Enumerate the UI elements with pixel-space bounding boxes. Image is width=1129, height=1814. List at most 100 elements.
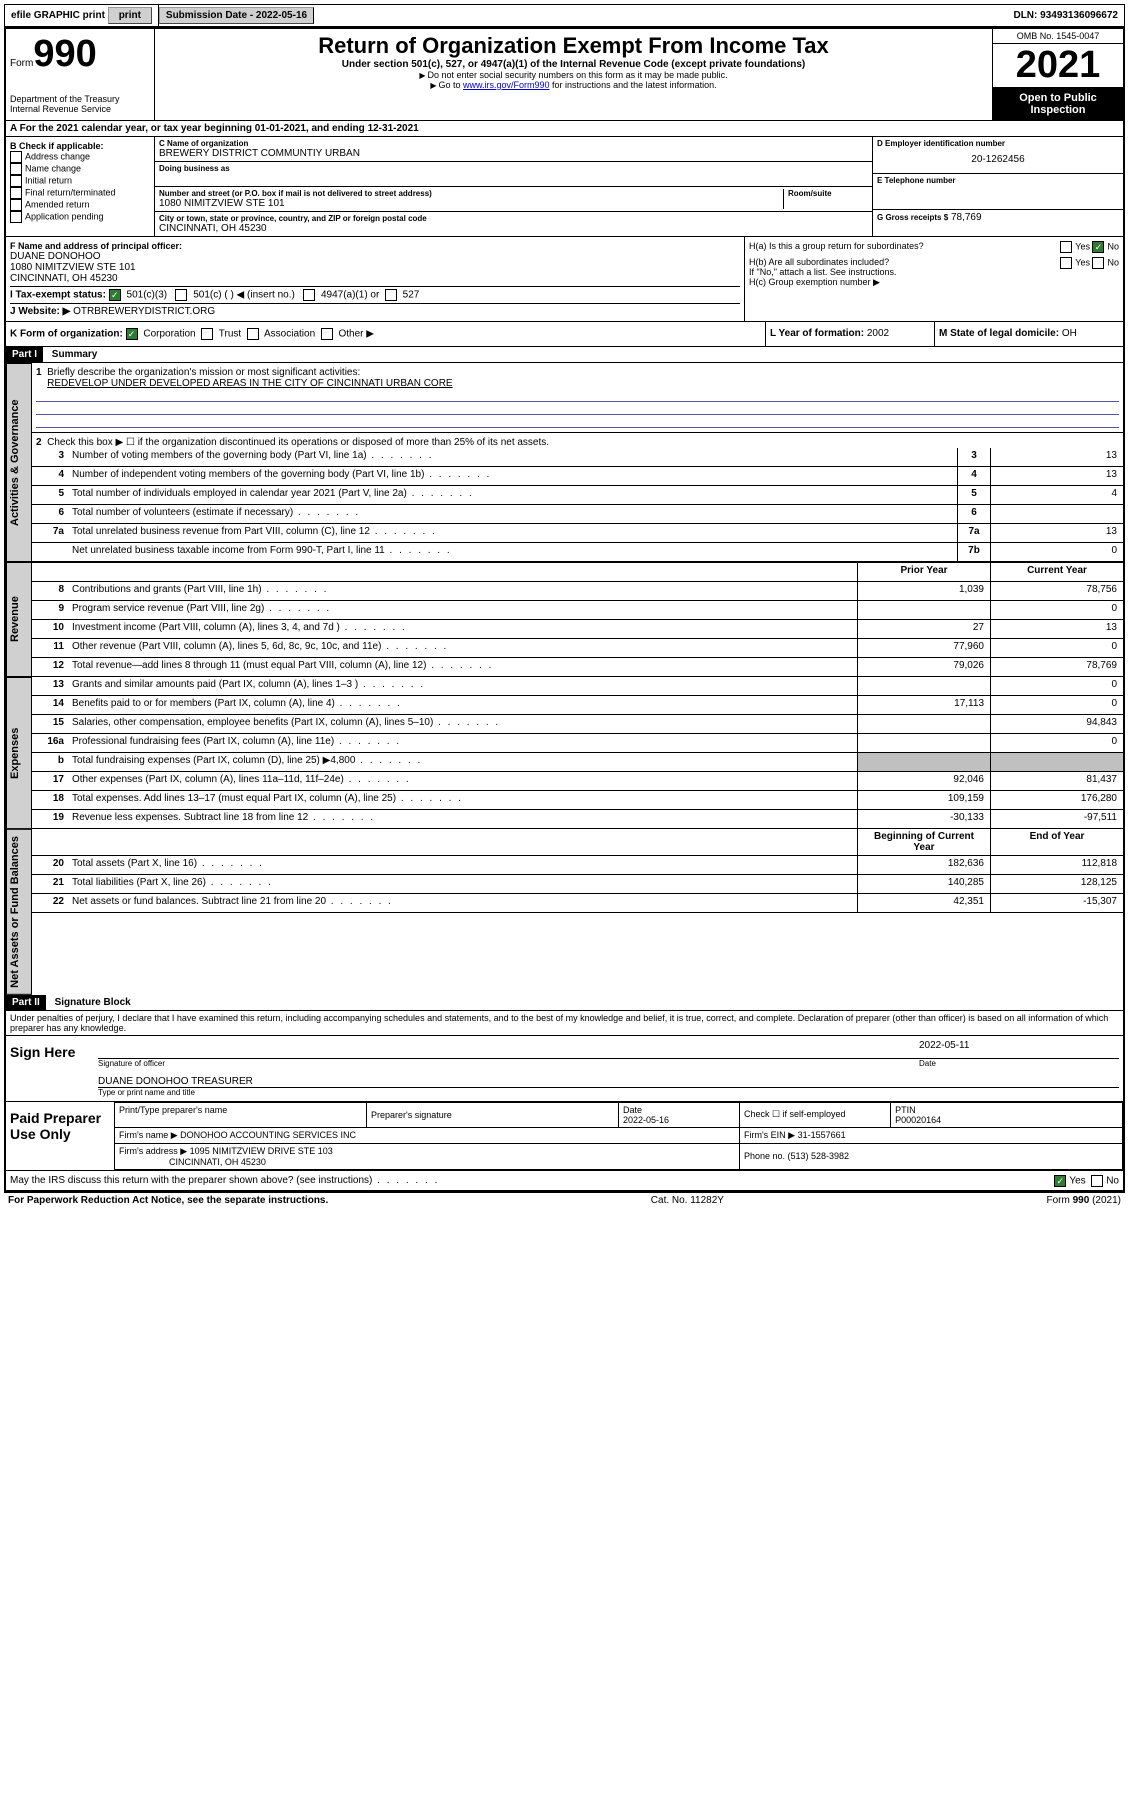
check-initial[interactable]	[10, 175, 22, 187]
col-end-year: End of Year	[990, 829, 1123, 855]
check-501c[interactable]	[175, 289, 187, 301]
section-h-right: H(a) Is this a group return for subordin…	[745, 237, 1123, 321]
irs-label: Internal Revenue Service	[10, 104, 150, 114]
check-trust[interactable]	[201, 328, 213, 340]
section-i: I Tax-exempt status: 501(c)(3) 501(c) ( …	[10, 286, 740, 301]
ha-yes[interactable]	[1060, 241, 1072, 253]
ein-label: D Employer identification number	[877, 139, 1119, 148]
name-title-label: Type or print name and title	[98, 1088, 1119, 1097]
section-j: J Website: ▶ OTRBREWERYDISTRICT.ORG	[10, 303, 740, 317]
hc-label: H(c) Group exemption number ▶	[749, 277, 1119, 288]
self-emp-check[interactable]: Check ☐ if self-employed	[739, 1102, 890, 1127]
addr-label: Number and street (or P.O. box if mail i…	[159, 189, 783, 198]
col-begin-year: Beginning of Current Year	[857, 829, 990, 855]
org-city: CINCINNATI, OH 45230	[159, 223, 868, 234]
exp-line: 19Revenue less expenses. Subtract line 1…	[32, 810, 1123, 829]
state-domicile: OH	[1062, 328, 1077, 339]
line1-label: Briefly describe the organization's miss…	[47, 367, 360, 378]
form-number: 990	[33, 33, 96, 75]
check-other[interactable]	[321, 328, 333, 340]
ha-no[interactable]	[1092, 241, 1104, 253]
check-amended[interactable]	[10, 199, 22, 211]
mission-text: REDEVELOP UNDER DEVELOPED AREAS IN THE C…	[47, 378, 452, 389]
section-klm: K Form of organization: Corporation Trus…	[6, 322, 1123, 347]
year-formation: 2002	[867, 328, 889, 339]
top-bar: efile GRAPHIC print print Submission Dat…	[4, 4, 1125, 27]
part1-governance: Activities & Governance 1 Briefly descri…	[6, 363, 1123, 562]
check-pending[interactable]	[10, 211, 22, 223]
part2-header: Part II Signature Block	[6, 995, 1123, 1011]
check-4947[interactable]	[303, 289, 315, 301]
gov-line: 6Total number of volunteers (estimate if…	[32, 505, 1123, 524]
col-current-year: Current Year	[990, 563, 1123, 581]
officer-name: DUANE DONOHOO	[10, 251, 740, 262]
sig-officer-label: Signature of officer	[98, 1059, 919, 1068]
net-line: 20Total assets (Part X, line 16)182,6361…	[32, 856, 1123, 875]
gross-label: G Gross receipts $	[877, 213, 948, 222]
officer-addr1: 1080 NIMITZVIEW STE 101	[10, 262, 740, 273]
city-label: City or town, state or province, country…	[159, 214, 868, 223]
line-a: A For the 2021 calendar year, or tax yea…	[6, 121, 1123, 137]
org-address: 1080 NIMITZVIEW STE 101	[159, 198, 783, 209]
print-button[interactable]: print	[108, 7, 152, 24]
form990-link[interactable]: www.irs.gov/Form990	[463, 80, 550, 90]
part1-header: Part I Summary	[6, 347, 1123, 363]
line2-text: Check this box ▶ ☐ if the organization d…	[47, 437, 549, 448]
year-box: OMB No. 1545-0047 2021 Open to Public In…	[992, 29, 1123, 120]
hb-no[interactable]	[1092, 257, 1104, 269]
ptin: P00020164	[895, 1115, 1118, 1125]
submission-date: Submission Date - 2022-05-16	[159, 7, 314, 24]
section-b: B Check if applicable: Address change Na…	[6, 137, 155, 236]
officer-sig-name: DUANE DONOHOO TREASURER	[98, 1070, 1119, 1088]
discuss-no[interactable]	[1091, 1175, 1103, 1187]
footer-right: Form 990 (2021)	[1047, 1195, 1121, 1206]
gross-value: 78,769	[951, 212, 982, 223]
ha-label: H(a) Is this a group return for subordin…	[749, 241, 924, 251]
check-address-change[interactable]	[10, 151, 22, 163]
section-fh: F Name and address of principal officer:…	[6, 237, 1123, 322]
check-501c3[interactable]	[109, 289, 121, 301]
form-header: Form990 Department of the Treasury Inter…	[6, 29, 1123, 121]
rev-line: 9Program service revenue (Part VIII, lin…	[32, 601, 1123, 620]
gov-line: 7aTotal unrelated business revenue from …	[32, 524, 1123, 543]
exp-line: 15Salaries, other compensation, employee…	[32, 715, 1123, 734]
check-corp[interactable]	[126, 328, 138, 340]
check-name-change[interactable]	[10, 163, 22, 175]
preparer-table: Print/Type preparer's name Preparer's si…	[114, 1102, 1123, 1170]
k-label: K Form of organization:	[10, 329, 123, 340]
page-footer: For Paperwork Reduction Act Notice, see …	[4, 1193, 1125, 1208]
check-final[interactable]	[10, 187, 22, 199]
rev-line: 12Total revenue—add lines 8 through 11 (…	[32, 658, 1123, 677]
gov-line: Net unrelated business taxable income fr…	[32, 543, 1123, 562]
rev-line: 11Other revenue (Part VIII, column (A), …	[32, 639, 1123, 658]
declaration: Under penalties of perjury, I declare th…	[6, 1011, 1123, 1036]
hb-yes[interactable]	[1060, 257, 1072, 269]
exp-line: 17Other expenses (Part IX, column (A), l…	[32, 772, 1123, 791]
form-subtitle: Under section 501(c), 527, or 4947(a)(1)…	[159, 59, 988, 70]
website: OTRBREWERYDISTRICT.ORG	[73, 306, 215, 317]
check-527[interactable]	[385, 289, 397, 301]
firm-addr1: 1095 NIMITZVIEW DRIVE STE 103	[190, 1146, 333, 1156]
note-ssn: Do not enter social security numbers on …	[159, 70, 988, 80]
section-de: D Employer identification number 20-1262…	[873, 137, 1123, 236]
ein-value: 20-1262456	[877, 148, 1119, 171]
sign-here-label: Sign Here	[6, 1036, 94, 1101]
rev-line: 8Contributions and grants (Part VIII, li…	[32, 582, 1123, 601]
firm-ein: 31-1557661	[798, 1130, 846, 1140]
sig-date-label: Date	[919, 1059, 1119, 1068]
net-line: 22Net assets or fund balances. Subtract …	[32, 894, 1123, 913]
sign-here-section: Sign Here Signature of officer 2022-05-1…	[6, 1036, 1123, 1102]
tab-revenue: Revenue	[6, 562, 32, 677]
l-label: L Year of formation:	[770, 328, 864, 339]
check-assoc[interactable]	[247, 328, 259, 340]
omb-number: OMB No. 1545-0047	[993, 29, 1123, 44]
title-box: Return of Organization Exempt From Incom…	[155, 29, 992, 120]
net-line: 21Total liabilities (Part X, line 26)140…	[32, 875, 1123, 894]
dept-treasury: Department of the Treasury	[10, 94, 150, 104]
form-number-box: Form990 Department of the Treasury Inter…	[6, 29, 155, 120]
discuss-yes[interactable]	[1054, 1175, 1066, 1187]
open-inspection: Open to Public Inspection	[993, 88, 1123, 120]
gov-line: 3Number of voting members of the governi…	[32, 448, 1123, 467]
exp-line: 14Benefits paid to or for members (Part …	[32, 696, 1123, 715]
sig-date: 2022-05-11	[919, 1040, 1119, 1059]
